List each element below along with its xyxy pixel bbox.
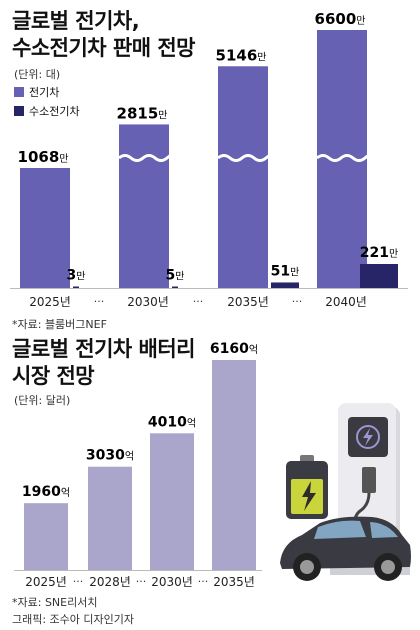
battery-chart-unit: (단위: 달러) xyxy=(14,394,71,407)
ev-chart-source: *자료: 블룸버그NEF xyxy=(12,318,107,331)
value-label: 5만 xyxy=(166,268,185,284)
bar-battery-2025년 xyxy=(24,503,68,570)
legend-swatch-fcev xyxy=(14,106,24,116)
ev-chart-title-line2: 수소전기차 판매 전망 xyxy=(12,36,196,60)
x-tick-label: 2025년 xyxy=(25,575,67,589)
x-tick-label: 2035년 xyxy=(213,575,255,589)
axis-break-mark xyxy=(316,154,371,162)
ellipsis-separator: ··· xyxy=(94,295,105,308)
bar-ev-2035년 xyxy=(218,66,268,288)
car-icon xyxy=(280,516,411,581)
ev-chart-title: 글로벌 전기차, 수소전기차 판매 전망 xyxy=(12,8,196,62)
value-label: 3030억 xyxy=(86,448,134,464)
battery-icon xyxy=(286,455,328,519)
battery-chart-title-line2: 시장 전망 xyxy=(12,364,95,388)
ellipsis-separator: ··· xyxy=(193,295,204,308)
legend-label-fcev: 수소전기차 xyxy=(29,105,80,118)
x-tick-label: 2040년 xyxy=(325,295,367,309)
battery-chart-plot: 1960억 2025년 ··· 3030억 2028년 ··· 4010억 2030년 ··· 6… xyxy=(14,341,262,589)
ellipsis-separator: ··· xyxy=(73,575,84,588)
bar-ev-2030년 xyxy=(119,124,169,288)
legend-item-ev: 전기차 xyxy=(14,84,80,100)
bar-battery-2035년 xyxy=(212,360,256,570)
graphic-credit: 그래픽: 조수아 디자인기자 xyxy=(12,613,135,626)
ev-chart-title-line1: 글로벌 전기차, xyxy=(12,9,140,33)
bar-battery-2030년 xyxy=(150,433,194,570)
ev-chart-plot: 1068만 2815만 5146만 6600만 3만 5만 51만 221만 2025년 ··· 2… xyxy=(10,10,408,309)
axis-break-mark xyxy=(118,154,173,162)
bar-fcev-2035년 xyxy=(271,282,299,288)
battery-chart-title: 글로벌 전기차 배터리 시장 전망 xyxy=(12,336,196,390)
x-tick-label: 2030년 xyxy=(151,575,193,589)
axis-break-mark xyxy=(217,154,272,162)
value-label: 51만 xyxy=(271,263,300,279)
bar-fcev-2025년 xyxy=(73,286,79,288)
ellipsis-separator: ··· xyxy=(198,575,209,588)
ellipsis-separator: ··· xyxy=(136,575,147,588)
bar-fcev-2030년 xyxy=(172,286,178,288)
value-label: 1960억 xyxy=(22,484,70,500)
x-tick-label: 2025년 xyxy=(29,295,71,309)
x-tick-label: 2028년 xyxy=(89,575,131,589)
battery-chart-source: *자료: SNE리서치 xyxy=(12,596,98,609)
value-label: 221만 xyxy=(360,245,398,261)
legend-item-fcev: 수소전기차 xyxy=(14,103,80,119)
value-label: 6600만 xyxy=(315,10,366,28)
x-tick-label: 2035년 xyxy=(227,295,269,309)
value-label: 3만 xyxy=(67,268,86,284)
value-label: 6160억 xyxy=(210,341,258,357)
value-label: 1068만 xyxy=(18,148,69,166)
x-tick-label: 2030년 xyxy=(127,295,169,309)
bar-battery-2028년 xyxy=(88,466,132,570)
ev-chart-legend: 전기차 수소전기차 xyxy=(14,84,80,119)
value-label: 5146만 xyxy=(216,46,267,64)
ellipsis-separator: ··· xyxy=(292,295,303,308)
battery-chart-title-line1: 글로벌 전기차 배터리 xyxy=(12,337,196,361)
value-label: 2815만 xyxy=(117,104,168,122)
bar-fcev-2040년 xyxy=(360,264,398,288)
bar-ev-2025년 xyxy=(20,168,70,288)
ev-chart-unit: (단위: 대) xyxy=(14,68,61,81)
value-label: 4010억 xyxy=(148,414,196,430)
legend-label-ev: 전기차 xyxy=(29,86,60,99)
legend-swatch-ev xyxy=(14,87,24,97)
ev-charging-illustration xyxy=(280,403,411,581)
